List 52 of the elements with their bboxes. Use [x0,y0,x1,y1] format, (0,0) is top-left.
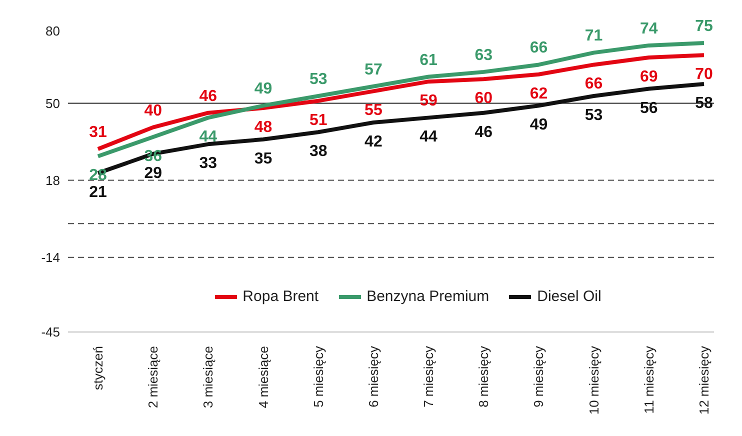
data-label: 74 [640,20,658,38]
data-label: 66 [530,40,548,57]
data-label: 60 [474,90,493,108]
data-label: 38 [309,143,328,160]
x-tick-label: styczeń [90,346,106,390]
data-label: 40 [144,102,162,120]
data-label: 63 [474,46,493,64]
data-label: 35 [254,150,272,168]
y-tick-label: 80 [46,24,60,39]
data-label: 48 [254,119,272,136]
data-label: 53 [309,71,328,88]
data-label: 62 [530,85,548,102]
data-label: 31 [89,124,107,141]
data-label: 75 [695,18,713,36]
x-tick-label: 12 miesięcy [696,346,712,415]
data-label: 33 [199,155,218,172]
y-tick-label: -45 [41,324,60,340]
x-tick-label: 4 miesiące [256,346,271,408]
data-label: 57 [364,61,382,78]
y-tick-label: 50 [46,96,60,111]
x-tick-label: 5 miesięcy [310,346,326,408]
data-label: 46 [199,88,218,105]
data-label: 61 [420,52,438,69]
x-tick-label: 3 miesiące [200,346,216,408]
legend-label: Ropa Brent [242,288,319,305]
x-tick-label: 11 miesięcy [641,346,656,414]
legend-label: Diesel Oil [536,288,602,305]
data-label: 51 [309,112,328,129]
x-tick-label: 6 miesięcy [366,346,381,408]
y-tick-label: 18 [46,172,60,188]
data-label: 29 [144,164,162,182]
data-label: 53 [584,107,603,124]
x-tick-label: 2 miesiące [146,346,161,408]
data-label: 69 [640,68,658,86]
legend-label: Benzyna Premium [366,288,490,305]
data-label: 49 [254,80,272,98]
data-label: 55 [364,102,382,120]
x-tick-label: 7 miesięcy [421,346,436,408]
x-tick-label: 10 miesięcy [586,346,602,415]
data-label: 66 [584,76,603,93]
data-label: 46 [474,124,493,141]
data-label: 44 [199,128,218,146]
data-label: 71 [584,28,603,45]
x-tick-label: 9 miesięcy [531,346,546,408]
data-label: 70 [695,66,713,84]
data-label: 42 [364,134,382,151]
data-label: 49 [530,116,548,134]
y-tick-label: -14 [41,250,60,265]
data-label: 21 [89,184,107,202]
x-tick-label: 8 miesięcy [476,346,492,408]
data-label: 56 [640,100,658,117]
data-label: 44 [420,128,438,146]
